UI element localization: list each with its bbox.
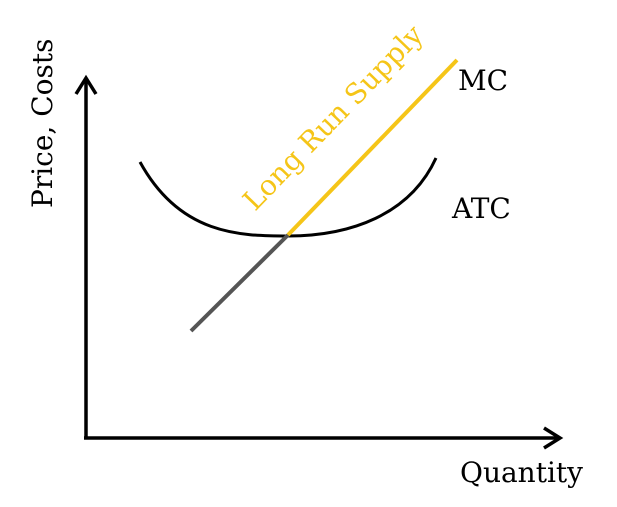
y-axis-arrowhead [74,74,98,95]
mc-curve-lower [189,233,290,333]
long-run-supply-curve [286,58,459,237]
atc-label: ATC [451,192,511,225]
x-axis-label: Quantity [460,456,583,489]
x-axis-arrowhead [543,426,564,450]
mc-label: MC [458,64,508,97]
y-axis-label: Price, Costs [26,38,59,208]
